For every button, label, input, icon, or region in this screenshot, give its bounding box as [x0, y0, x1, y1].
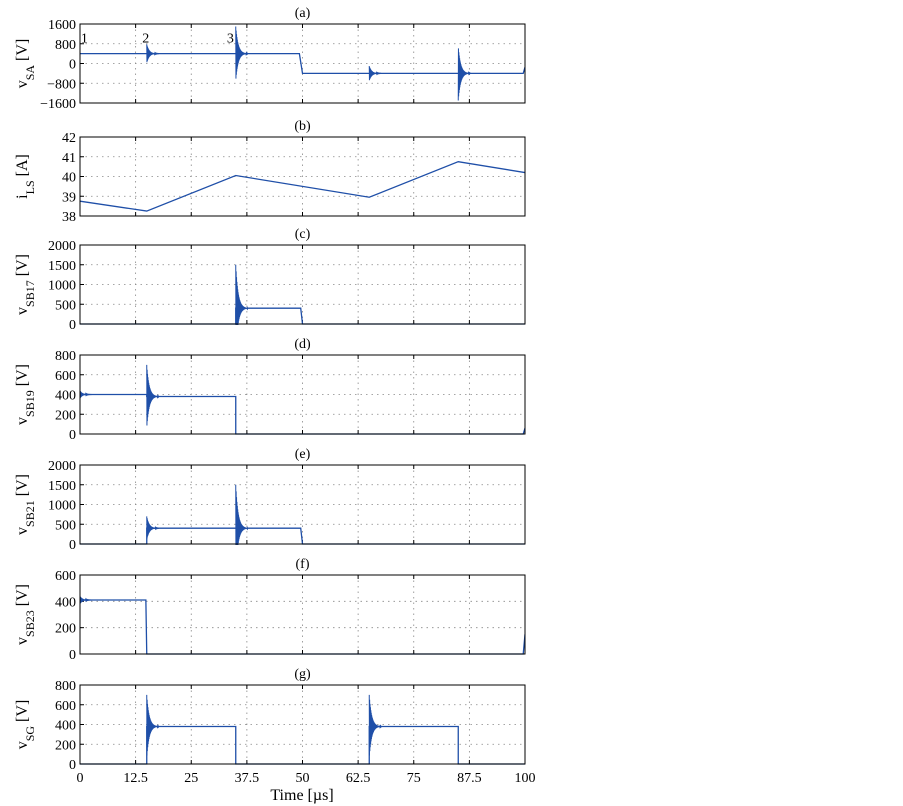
- x-axis-label: Time [µs]: [270, 787, 333, 804]
- y-tick-label: 1000: [48, 279, 76, 294]
- subplot-title: (f): [296, 557, 310, 572]
- subplot-title: (e): [295, 447, 311, 462]
- x-tick-label: 50: [296, 771, 310, 786]
- x-tick-label: 37.5: [235, 771, 260, 786]
- ringing-transient: [80, 390, 93, 399]
- x-tick-label: 62.5: [346, 771, 371, 786]
- y-axis-label: vSB17 [V]: [14, 254, 37, 315]
- y-axis-label: vSG [V]: [14, 700, 37, 750]
- x-tick-label: 100: [515, 771, 536, 786]
- y-tick-label: 2000: [48, 239, 76, 254]
- ringing-transient: [146, 364, 160, 426]
- x-tick-label: 12.5: [123, 771, 148, 786]
- subplot-e: (e) 0 500 1000 1500 2000 vSB21 [V]: [14, 447, 526, 553]
- y-tick-label: 0: [69, 538, 76, 553]
- series-a: [80, 26, 525, 101]
- y-tick-label: 1600: [48, 18, 76, 33]
- annotation-label: 3: [227, 32, 234, 47]
- subplot-title: (g): [294, 667, 311, 682]
- plot-frame: [79, 684, 526, 765]
- series-b: [80, 161, 525, 212]
- y-axis-label: vSB23 [V]: [14, 584, 37, 645]
- y-tick-label: 800: [55, 679, 76, 694]
- y-tick-label: −1600: [40, 97, 76, 112]
- ringing-transient: [235, 264, 249, 325]
- y-tick-label: 41: [62, 151, 76, 166]
- subplot-d: (d) 0 200 400 600 800 vSB19 [V]: [14, 337, 526, 443]
- ringing-transient: [235, 484, 249, 545]
- y-tick-label: 600: [55, 699, 76, 714]
- y-axis-label: iLS [A]: [14, 154, 37, 199]
- ringing-transient: [146, 516, 160, 540]
- y-axis-label: vSA [V]: [14, 39, 37, 89]
- y-tick-label: −800: [47, 77, 76, 92]
- ringing-transient: [457, 48, 471, 101]
- subplot-a: (a) −1600 −800 0 800 1600 1 2 3 vSA [V]: [14, 6, 526, 112]
- subplot-title: (c): [295, 227, 311, 242]
- y-tick-label: 400: [55, 719, 76, 734]
- y-tick-label: 39: [62, 190, 76, 205]
- plot-frame: [79, 354, 526, 435]
- subplots: (a) −1600 −800 0 800 1600 1 2 3 vSA [V] (b) 38 39 40 4…: [14, 6, 526, 773]
- y-tick-label: 200: [55, 622, 76, 637]
- ringing-transient: [146, 44, 160, 63]
- x-axis-ticks: 0 12.5 25 37.5 50 62.5 75 87.5 100: [77, 771, 536, 786]
- subplot-f: (f) 0 200 400 600 vSB23 [V]: [14, 557, 526, 663]
- y-tick-label: 800: [55, 349, 76, 364]
- x-tick-label: 25: [184, 771, 198, 786]
- y-tick-label: 0: [69, 428, 76, 443]
- plot-frame: [79, 574, 526, 655]
- ringing-transient: [80, 596, 93, 604]
- subplot-title: (b): [294, 119, 311, 134]
- y-tick-label: 0: [69, 318, 76, 333]
- waveform-line: [80, 161, 525, 212]
- plot-frame: [79, 23, 526, 104]
- y-tick-label: 200: [55, 408, 76, 423]
- y-axis-label: vSB21 [V]: [14, 474, 37, 535]
- subplot-c: (c) 0 500 1000 1500 2000 vSB17 [V]: [14, 227, 526, 333]
- y-tick-label: 0: [69, 58, 76, 73]
- y-tick-label: 40: [62, 171, 76, 186]
- subplot-g: (g) 0 200 400 600 800 vSG [V]: [14, 667, 526, 773]
- waveform-line: [80, 307, 525, 325]
- y-tick-label: 38: [62, 210, 76, 225]
- annotation-label: 1: [81, 32, 88, 47]
- plot-frame: [79, 136, 526, 217]
- ringing-transient: [368, 65, 382, 81]
- y-tick-label: 500: [55, 298, 76, 313]
- y-tick-label: 400: [55, 595, 76, 610]
- y-tick-label: 400: [55, 389, 76, 404]
- waveform-line: [80, 52, 525, 75]
- subplot-b: (b) 38 39 40 41 42 iLS [A]: [14, 119, 526, 225]
- y-tick-label: 1500: [48, 479, 76, 494]
- y-tick-label: 600: [55, 369, 76, 384]
- x-tick-label: 0: [77, 771, 84, 786]
- y-tick-label: 1500: [48, 259, 76, 274]
- y-tick-label: 600: [55, 569, 76, 584]
- y-tick-label: 2000: [48, 459, 76, 474]
- ringing-transient: [146, 694, 160, 756]
- y-tick-label: 500: [55, 518, 76, 533]
- plot-frame: [79, 464, 526, 545]
- y-tick-label: 0: [69, 758, 76, 773]
- y-tick-label: 200: [55, 738, 76, 753]
- annotation-label: 2: [142, 32, 149, 47]
- ringing-transient: [368, 694, 382, 756]
- y-tick-label: 800: [55, 38, 76, 53]
- x-tick-label: 75: [407, 771, 421, 786]
- y-axis-label: vSB19 [V]: [14, 364, 37, 425]
- subplot-title: (d): [294, 337, 311, 352]
- x-tick-label: 87.5: [457, 771, 482, 786]
- y-tick-label: 1000: [48, 499, 76, 514]
- subplot-title: (a): [295, 6, 311, 21]
- y-tick-label: 42: [62, 131, 76, 146]
- plot-frame: [79, 244, 526, 325]
- y-tick-label: 0: [69, 648, 76, 663]
- ringing-transient: [235, 26, 249, 79]
